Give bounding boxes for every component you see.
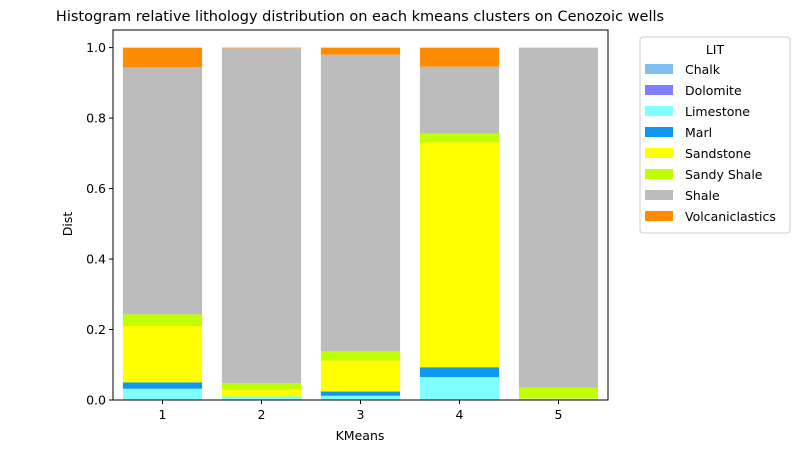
legend-entry-label: Chalk [685, 62, 721, 77]
bars-layer [122, 47, 599, 400]
bar-segment-shale-cluster-5 [518, 47, 599, 388]
bar-segment-sandstone-cluster-3 [320, 360, 401, 392]
legend-swatch [645, 190, 673, 200]
x-tick-label: 2 [258, 407, 266, 422]
legend-swatch [645, 127, 673, 137]
x-axis-label: KMeans [336, 428, 385, 443]
legend-entry-label: Dolomite [685, 83, 742, 98]
bar-segment-volcaniclastics-cluster-3 [320, 47, 401, 55]
x-tick-label: 4 [456, 407, 464, 422]
y-tick-label: 0.0 [86, 393, 106, 408]
legend-swatch [645, 169, 673, 179]
x-tick-label: 3 [357, 407, 365, 422]
legend-entry-label: Shale [685, 188, 720, 203]
bar-segment-limestone-cluster-3 [320, 395, 401, 400]
legend-entry-label: Sandy Shale [685, 167, 763, 182]
y-tick-label: 0.4 [86, 252, 106, 267]
bar-segment-shale-cluster-4 [419, 66, 500, 134]
legend: LIT Chalk Dolomite Limestone Marl Sandstone Sa… [639, 36, 791, 234]
legend-swatch [645, 106, 673, 116]
x-tick-label: 5 [555, 407, 563, 422]
bar-segment-sandstone-cluster-1 [122, 326, 203, 383]
legend-entry-label: Volcaniclastics [685, 209, 776, 224]
bar-segment-sandstone-cluster-2 [221, 389, 302, 397]
bar-segment-shale-cluster-1 [122, 67, 203, 315]
bar-segment-volcaniclastics-cluster-4 [419, 47, 500, 67]
bar-segment-volcaniclastics-cluster-2 [221, 47, 302, 49]
bar-segment-limestone-cluster-5 [518, 398, 599, 400]
bar-segment-volcaniclastics-cluster-1 [122, 47, 203, 68]
legend-entry-label: Sandstone [685, 146, 751, 161]
bar-segment-marl-cluster-3 [320, 391, 401, 396]
legend-swatch [645, 85, 673, 95]
bar-segment-limestone-cluster-4 [419, 377, 500, 400]
y-tick-label: 0.2 [86, 322, 106, 337]
bar-segment-marl-cluster-1 [122, 382, 203, 389]
bar-segment-sandy-shale-cluster-2 [221, 383, 302, 390]
bar-segment-limestone-cluster-1 [122, 388, 203, 400]
legend-entry-label: Limestone [685, 104, 750, 119]
legend-entry-label: Marl [685, 125, 712, 140]
bar-segment-marl-cluster-4 [419, 367, 500, 378]
x-tick-label: 1 [159, 407, 167, 422]
bar-segment-sandy-shale-cluster-5 [518, 387, 599, 398]
y-tick-label: 1.0 [86, 40, 106, 55]
bar-segment-sandstone-cluster-4 [419, 142, 500, 368]
legend-title: LIT [706, 42, 725, 57]
bar-segment-sandy-shale-cluster-3 [320, 351, 401, 361]
bar-segment-shale-cluster-2 [221, 48, 302, 384]
axes-layer: 0.0 0.2 0.4 0.6 0.8 1.0 1 2 3 4 5 [86, 29, 609, 422]
y-tick-label: 0.6 [86, 181, 106, 196]
bar-segment-sandy-shale-cluster-1 [122, 314, 203, 326]
bar-segment-sandy-shale-cluster-4 [419, 133, 500, 143]
legend-swatch [645, 64, 673, 74]
y-axis-label: Dist [60, 212, 75, 237]
y-tick-label: 0.8 [86, 111, 106, 126]
legend-swatch [645, 148, 673, 158]
bar-segment-sandstone-cluster-5 [518, 397, 599, 399]
legend-swatch [645, 211, 673, 221]
legend-frame [639, 36, 791, 234]
chart-title: Histogram relative lithology distributio… [56, 9, 664, 25]
bar-segment-limestone-cluster-2 [221, 396, 302, 400]
bar-segment-shale-cluster-3 [320, 54, 401, 352]
